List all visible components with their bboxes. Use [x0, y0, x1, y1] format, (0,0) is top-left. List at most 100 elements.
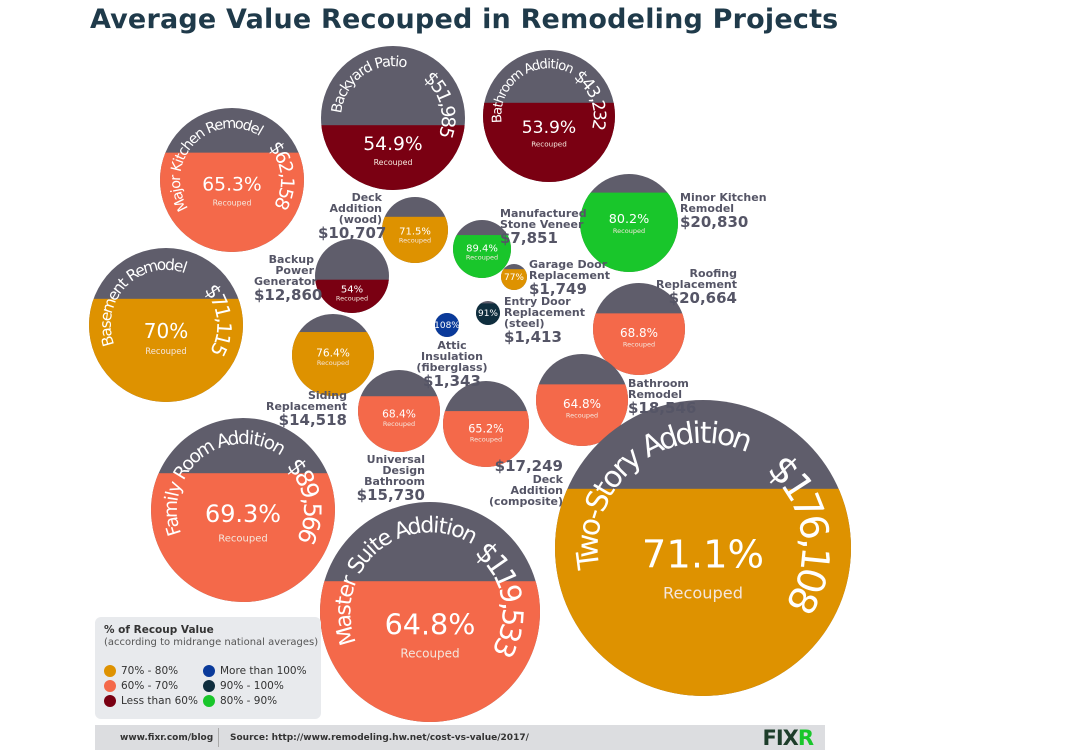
bubble-recouped-fill [435, 313, 459, 337]
bubble-recouped-label: Recouped [566, 411, 598, 419]
bubble-name-label: Siding Replacement [266, 389, 347, 413]
bubble-name-label: Deck Addition (composite) [488, 473, 563, 508]
bubble: 91% [476, 301, 500, 325]
bubble-recouped-fill [501, 269, 527, 290]
bubble-recouped-fill [292, 332, 374, 396]
bubble-recouped-label: Recouped [623, 340, 655, 348]
bubble-percent-label: 76.4% [316, 346, 350, 359]
legend-item: 90% - 100% [203, 680, 284, 692]
bubble: 77% [501, 264, 527, 290]
bubble-recouped-label: Recouped [383, 420, 415, 428]
bubble: 76.4%Recouped [292, 314, 374, 396]
bubble: 108% [434, 313, 460, 337]
legend-swatch [203, 695, 215, 707]
bubble-external-label: Universal Design Bathroom $15,730 [335, 454, 425, 503]
legend-item: More than 100% [203, 665, 307, 677]
bubble-recouped-fill [476, 303, 500, 325]
bubble: 54%Recouped [315, 239, 389, 313]
bubble-external-label: Attic Insulation (fiberglass) $1,343 [410, 340, 494, 389]
bubble-name-label: Manufactured Stone Veneer [500, 207, 587, 231]
bubble-percent-label: 71.5% [399, 226, 431, 237]
bubble-external-label: $17,249 Deck Addition (composite) [483, 458, 563, 507]
bubble-external-label: Backup Power Generator $12,860 [254, 253, 322, 303]
legend: % of Recoup Value (according to midrange… [95, 617, 321, 719]
bubble-percent-label: 91% [478, 309, 498, 319]
fixr-logo: FIXR [762, 726, 814, 750]
bubble-percent-label: 69.3% [205, 500, 281, 528]
bubble-external-label: Siding Replacement $14,518 [265, 390, 347, 428]
bubble-recouped-label: Recouped [470, 435, 502, 443]
source-link[interactable]: Source: http://www.remodeling.hw.net/cos… [230, 733, 529, 743]
bubble-percent-label: 64.8% [385, 608, 476, 642]
bubble-recouped-label: Recouped [145, 346, 187, 356]
bubble-percent-label: 53.9% [522, 118, 577, 138]
blog-link[interactable]: www.fixr.com/blog [120, 733, 214, 743]
legend-label: 70% - 80% [121, 665, 179, 677]
bubble-percent-label: 65.2% [468, 422, 504, 435]
bubble-name-label: Minor Kitchen Remodel [680, 191, 767, 215]
bubble-percent-label: 68.4% [382, 407, 416, 420]
legend-swatch [203, 680, 215, 692]
bubble-percent-label: 65.3% [202, 174, 261, 195]
chart-title: Average Value Recouped in Remodeling Pro… [90, 4, 839, 35]
legend-item: 60% - 70% [104, 680, 178, 692]
bubble-recouped-label: Recouped [531, 140, 567, 149]
bubble-recouped-fill [580, 192, 678, 272]
bubble-external-label: Garage Door Replacement $1,749 [529, 259, 619, 297]
legend-subtitle: (according to midrange national averages… [104, 637, 319, 648]
bubble-percent-label: 80.2% [609, 212, 649, 227]
bubble-percent-label: 68.8% [620, 326, 658, 340]
bubble-cost-label: $20,830 [680, 213, 749, 231]
legend-label: 60% - 70% [121, 680, 179, 692]
legend-label: Less than 60% [121, 695, 198, 707]
bubble-name-label: Attic Insulation (fiberglass) [416, 339, 488, 374]
bubble-recouped-label: Recouped [399, 236, 431, 244]
bubble-external-label: Roofing Replacement $20,664 [655, 268, 737, 306]
bubble-percent-label: 77% [504, 273, 524, 283]
bubble-cost-label: $18,546 [628, 399, 697, 417]
bubble-recouped-label: Recouped [336, 294, 368, 302]
bubble-percent-label: 70% [144, 319, 189, 343]
bubble-recouped-label: Recouped [317, 359, 349, 367]
legend-label: More than 100% [220, 665, 307, 677]
legend-swatch [104, 665, 116, 677]
legend-item: Less than 60% [104, 695, 198, 707]
bubble-recouped-label: Recouped [613, 227, 645, 235]
bubble-percent-label: 54.9% [363, 134, 422, 155]
bubble-cost-label: $15,730 [356, 486, 425, 504]
bubble: 68.4%Recouped [358, 370, 440, 452]
bubble: 65.2%Recouped [443, 381, 529, 467]
bubble-percent-label: 71.1% [642, 533, 764, 578]
bubble-external-label: Minor Kitchen Remodel $20,830 [680, 192, 770, 230]
bubble-percent-label: 108% [434, 321, 460, 331]
bubble-name-label: Universal Design Bathroom [364, 453, 425, 488]
legend-swatch [104, 680, 116, 692]
legend-label: 90% - 100% [220, 680, 284, 692]
bubble-cost-label: $10,707 [318, 224, 387, 242]
legend-swatch [104, 695, 116, 707]
bubble-percent-label: 64.8% [563, 397, 601, 411]
bubble-cost-label: $7,851 [500, 229, 558, 247]
bubble-cost-label: $1,343 [423, 372, 481, 390]
bubble-recouped-label: Recouped [218, 533, 268, 544]
bubble-recouped-label: Recouped [400, 647, 459, 661]
bubble-recouped-label: Recouped [466, 253, 498, 261]
bubble: 71.5%Recouped [382, 197, 448, 263]
bubble-name-label: Deck Addition (wood) [329, 191, 382, 226]
bubble-cost-label: $17,249 [494, 457, 563, 475]
bubble-name-label: Backup Power Generator [254, 253, 317, 288]
footer: www.fixr.com/blog Source: http://www.rem… [95, 725, 825, 750]
legend-item: 70% - 80% [104, 665, 178, 677]
bubble-name-label: Entry Door Replacement (steel) [504, 295, 585, 330]
bubble-cost-label: $20,664 [668, 289, 737, 307]
bubble-percent-label: 54% [341, 284, 363, 295]
bubble-recouped-label: Recouped [213, 198, 252, 207]
legend-item: 80% - 90% [203, 695, 277, 707]
